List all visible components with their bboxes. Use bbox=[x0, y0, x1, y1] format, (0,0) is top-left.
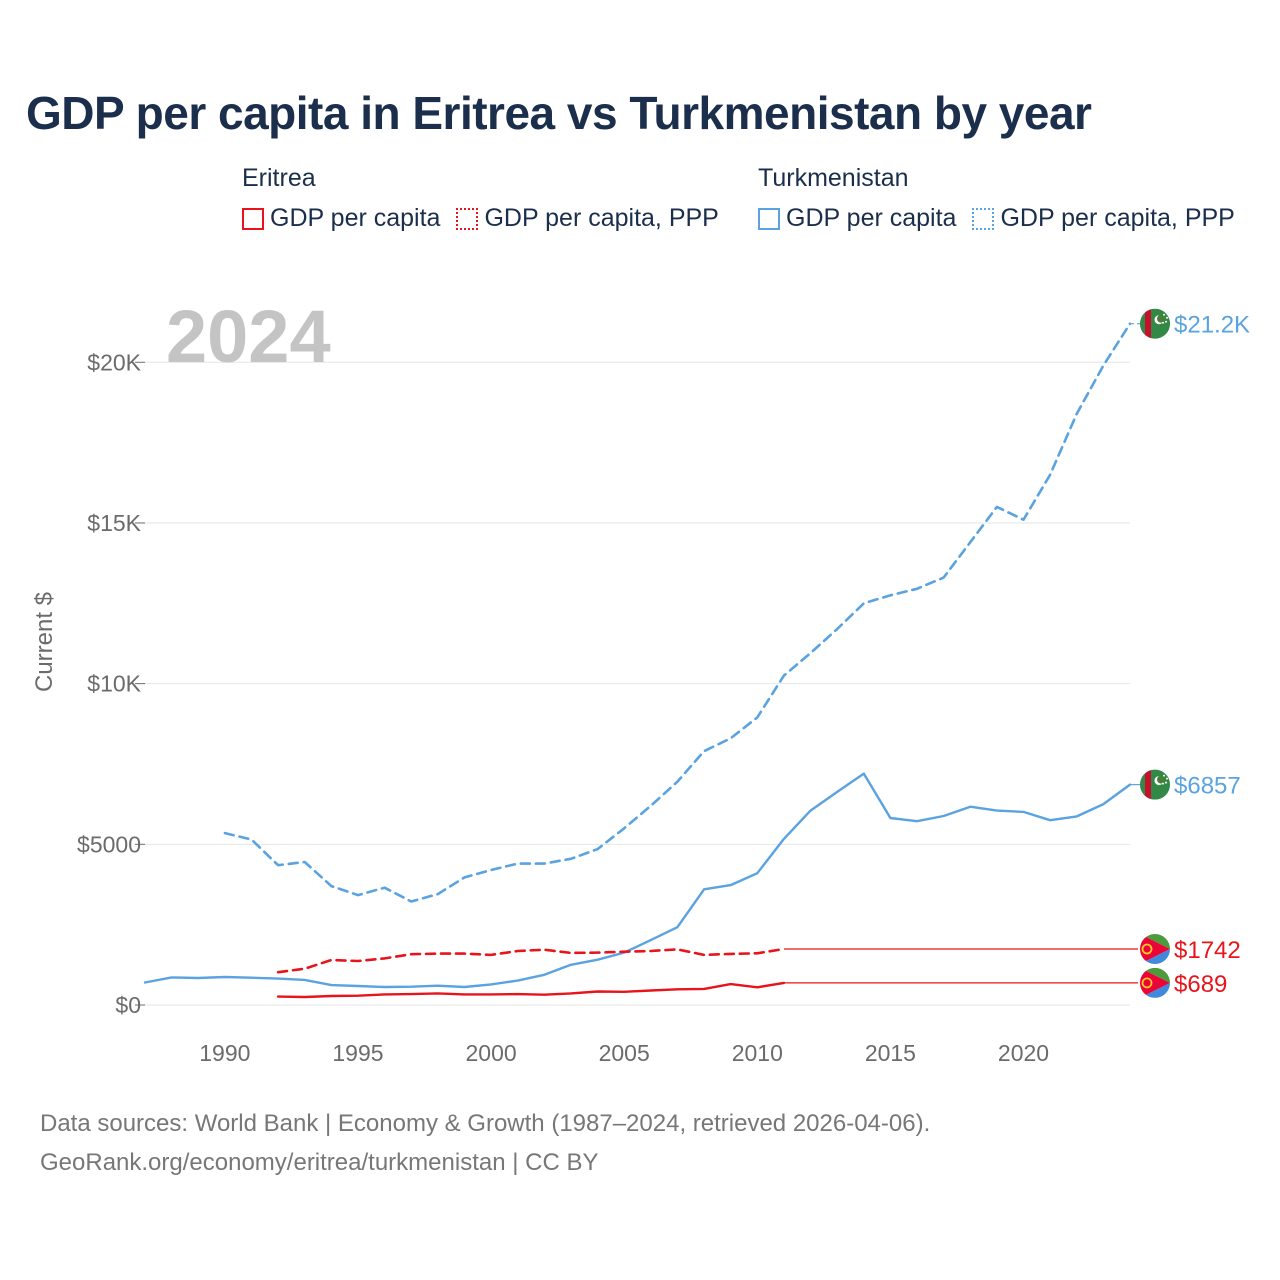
legend-swatch-dotted bbox=[456, 207, 479, 230]
y-tick-label: $15K bbox=[87, 510, 141, 536]
legend-label: GDP per capita bbox=[786, 204, 957, 232]
x-tick-label: 2005 bbox=[599, 1040, 650, 1066]
flag-star bbox=[1166, 316, 1168, 319]
flag-band bbox=[1140, 934, 1170, 964]
flag-emblem bbox=[1141, 943, 1153, 955]
end-value-label: $21.2K bbox=[1174, 312, 1250, 339]
flag-field bbox=[1140, 769, 1170, 800]
legend-label: GDP per capita bbox=[270, 204, 441, 232]
x-tick-label: 2020 bbox=[998, 1040, 1049, 1066]
legend-country-turkmenistan: Turkmenistan bbox=[758, 164, 909, 192]
flag-star bbox=[1166, 777, 1168, 780]
legend-eritrea: Eritrea GDP per capita GDP per capita, P… bbox=[242, 160, 735, 233]
flag-band bbox=[1140, 967, 1170, 998]
legend-label: GDP per capita, PPP bbox=[1000, 204, 1235, 232]
legend-item-eritrea-gdp[interactable]: GDP per capita bbox=[242, 204, 440, 233]
x-tick-label: 2010 bbox=[732, 1040, 783, 1066]
y-tick-label: $0 bbox=[115, 992, 141, 1018]
legend-swatch-solid bbox=[758, 207, 780, 230]
series-line bbox=[223, 322, 1132, 903]
flag-star bbox=[1163, 774, 1165, 777]
y-axis-label: Current $ bbox=[31, 592, 58, 692]
eritrea-flag-icon bbox=[1140, 967, 1170, 998]
end-value-label: $1742 bbox=[1174, 937, 1241, 964]
flag-crescent bbox=[1157, 775, 1165, 784]
axes: $0 $5000 $10K $15K $20K 1990 1995 2000 2005 2010 2… bbox=[77, 349, 1049, 1066]
series-line bbox=[143, 772, 1132, 989]
flag-star bbox=[1163, 313, 1165, 316]
y-tick-label: $20K bbox=[87, 349, 141, 375]
legend-country-eritrea: Eritrea bbox=[242, 164, 316, 192]
end-value-label: $689 bbox=[1174, 971, 1227, 998]
legend-turkmenistan: Turkmenistan GDP per capita GDP per capi… bbox=[758, 160, 1251, 233]
series-line bbox=[276, 981, 786, 999]
chart-title: GDP per capita in Eritrea vs Turkmenista… bbox=[26, 87, 1092, 139]
legend-item-eritrea-gdp-ppp[interactable]: GDP per capita, PPP bbox=[456, 204, 719, 233]
year-watermark: 2024 bbox=[166, 295, 331, 378]
flag-field bbox=[1140, 308, 1170, 339]
eritrea-flag-icon bbox=[1140, 934, 1170, 964]
x-tick-label: 2015 bbox=[865, 1040, 916, 1066]
legend-swatch-dotted bbox=[972, 207, 995, 230]
flag-stripe bbox=[1145, 308, 1151, 339]
footer: Data sources: World Bank | Economy & Gro… bbox=[40, 1104, 930, 1182]
x-tick-label: 1990 bbox=[199, 1040, 250, 1066]
series bbox=[143, 322, 1140, 999]
turkmenistan-flag-icon bbox=[1140, 308, 1170, 339]
flag-emblem bbox=[1141, 977, 1153, 989]
legend-item-turkmenistan-gdp-ppp[interactable]: GDP per capita, PPP bbox=[972, 204, 1235, 233]
flag-star bbox=[1162, 782, 1164, 785]
end-markers: $21.2K $6857 $1742 $689 bbox=[1140, 308, 1250, 998]
legend-label: GDP per capita, PPP bbox=[484, 204, 719, 232]
legend-swatch-solid bbox=[242, 207, 264, 230]
y-tick-label: $5000 bbox=[77, 831, 141, 857]
flag-stripe bbox=[1145, 769, 1151, 800]
end-value-label: $6857 bbox=[1174, 773, 1241, 800]
flag-star bbox=[1165, 781, 1167, 784]
flag-star bbox=[1165, 320, 1167, 323]
turkmenistan-flag-icon bbox=[1140, 769, 1170, 800]
line-chart: 2024 $0 $5000 $10K $15K $20K 1990 1995 2000 2005… bbox=[31, 295, 1250, 1066]
footer-sources: Data sources: World Bank | Economy & Gro… bbox=[40, 1110, 931, 1137]
x-tick-label: 1995 bbox=[332, 1040, 383, 1066]
legend-item-turkmenistan-gdp[interactable]: GDP per capita bbox=[758, 204, 956, 233]
series-line bbox=[276, 947, 786, 974]
footer-link[interactable]: GeoRank.org/economy/eritrea/turkmenistan… bbox=[40, 1149, 599, 1176]
grid bbox=[145, 361, 1130, 1006]
y-tick-label: $10K bbox=[87, 671, 141, 697]
x-tick-label: 2000 bbox=[465, 1040, 516, 1066]
flag-star bbox=[1162, 321, 1164, 324]
flag-crescent bbox=[1157, 314, 1165, 323]
